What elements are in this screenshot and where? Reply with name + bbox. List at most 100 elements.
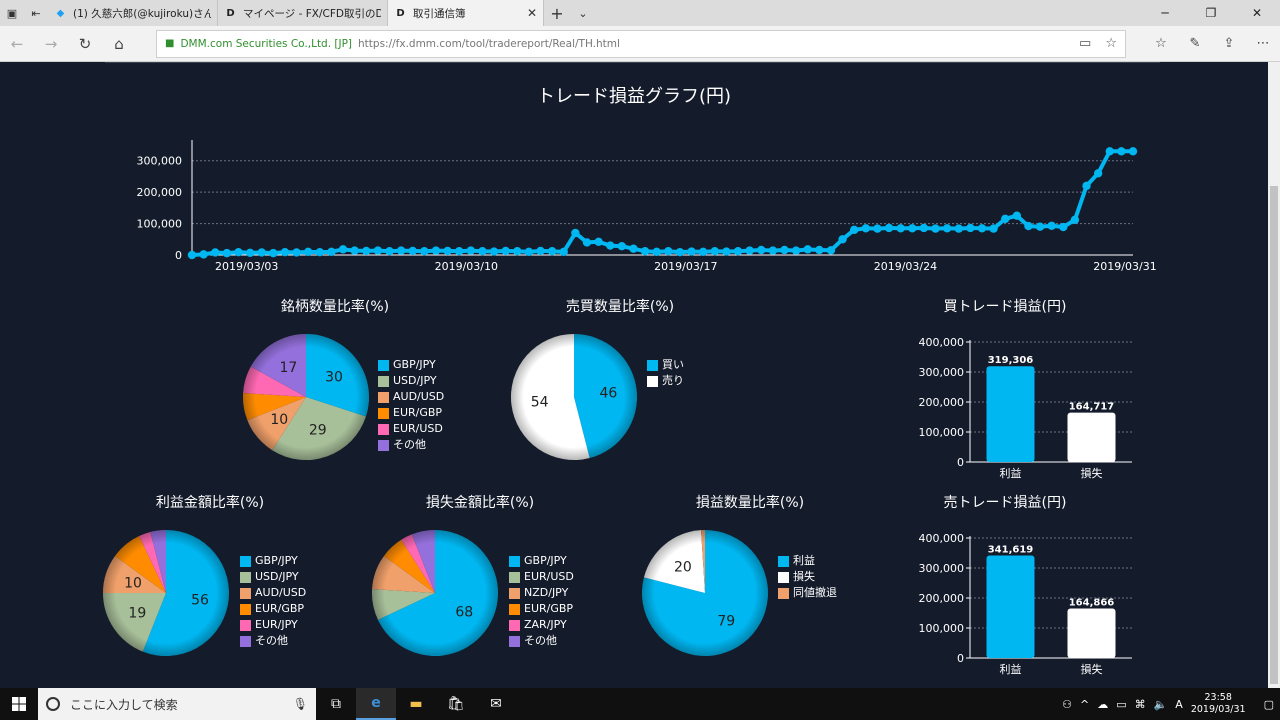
tab-mypage[interactable]: D マイページ - FX/CFD取引のDMM	[218, 0, 388, 26]
data-point	[1082, 181, 1091, 191]
data-point	[1047, 221, 1056, 230]
y-tick-label: 100,000	[919, 622, 965, 635]
taskbar-clock[interactable]: 23:58 2019/03/31	[1191, 692, 1246, 716]
tab-list-chevron-icon[interactable]: ⌄	[578, 6, 588, 20]
tab-title: 取引通信簿	[413, 7, 466, 20]
y-tick-label: 400,000	[919, 336, 965, 349]
search-placeholder: ここに入力して検索	[70, 697, 178, 712]
divider	[105, 62, 1160, 63]
data-point	[942, 224, 952, 233]
legend-item: NZD/JPY	[509, 585, 574, 601]
close-tab-icon[interactable]: ✕	[526, 6, 537, 20]
action-center-icon[interactable]: ▢	[1263, 697, 1274, 711]
y-tick-label: 200,000	[919, 592, 965, 605]
windows-start-icon[interactable]	[0, 688, 38, 720]
data-point	[664, 247, 673, 256]
data-point	[815, 245, 824, 255]
pie-chart-rieki: 561910	[103, 530, 230, 656]
tab-trade-report[interactable]: D 取引通信簿 ✕	[388, 0, 544, 26]
more-menu-icon[interactable]: ⋯	[1256, 36, 1270, 51]
data-point	[420, 247, 429, 256]
data-point	[1117, 147, 1126, 156]
x-tick-label: 2019/03/24	[874, 260, 937, 273]
pie-title-sonshitsu: 損失金額比率(%)	[425, 495, 535, 511]
pie-shading	[372, 530, 498, 656]
ime-mode-icon[interactable]: A	[1175, 697, 1183, 711]
y-tick-label: 400,000	[919, 532, 965, 545]
onedrive-cloud-icon[interactable]: ☁	[1097, 697, 1109, 711]
data-point	[431, 246, 441, 255]
x-tick-label: 2019/03/31	[1093, 260, 1156, 273]
legend-soneki: 利益 損失 同値撤退	[778, 553, 837, 601]
tab-twitter[interactable]: ◆ (1) 久慈六郎(@kujiroku)さん	[48, 0, 218, 26]
pie-title-rieki: 利益金額比率(%)	[155, 495, 265, 511]
data-point	[884, 223, 894, 233]
data-point	[768, 246, 778, 255]
page-scrollbar[interactable]	[1268, 62, 1280, 688]
tabs-aside-icon[interactable]: ▣	[6, 6, 18, 20]
legend-meigara: GBP/JPY USD/JPY AUD/USD EUR/GBP EUR/USD …	[378, 357, 444, 453]
y-tick-label: 200,000	[919, 396, 965, 409]
pie-title-meigara: 銘柄数量比率(%)	[280, 299, 390, 315]
clock-time: 23:58	[1204, 692, 1232, 703]
data-point	[362, 246, 371, 256]
url-field[interactable]: ■ DMM.com Securities Co.,Ltd. [JP] https…	[156, 29, 1126, 58]
data-point	[803, 245, 812, 254]
new-tab-icon[interactable]: +	[550, 3, 564, 23]
task-view-icon[interactable]: ⧉	[331, 696, 341, 712]
volume-icon[interactable]: 🔈	[1153, 697, 1168, 711]
back-icon[interactable]: ←	[10, 34, 24, 53]
taskbar-search-field[interactable]: ここに入力して検索 🎙	[38, 688, 316, 720]
bar-chart-buy: 0 100,000 200,000 300,000 400,000 319,306 利益 16…	[919, 336, 1132, 480]
legend-item: USD/JPY	[378, 373, 444, 389]
battery-icon[interactable]: ▭	[1116, 697, 1127, 711]
minimize-icon[interactable]: ─	[1161, 6, 1169, 20]
category-label: 損失	[1081, 662, 1103, 676]
restore-icon[interactable]: ❐	[1205, 6, 1217, 20]
bar	[1067, 608, 1116, 658]
x-tick-label: 2019/03/03	[215, 260, 278, 273]
favorites-hub-icon[interactable]: ☆	[1155, 36, 1167, 51]
category-label: 利益	[1000, 466, 1022, 480]
legend-item: その他	[378, 437, 444, 453]
data-point	[234, 247, 243, 257]
bar-value-label: 164,717	[1069, 402, 1115, 413]
window-close-icon[interactable]: ✕	[1251, 6, 1263, 20]
network-icon[interactable]: ⌘	[1134, 697, 1146, 711]
refresh-icon[interactable]: ↻	[78, 34, 92, 53]
store-icon[interactable]: 🛍	[447, 696, 465, 712]
series-line	[191, 149, 1133, 257]
category-label: 利益	[1000, 662, 1022, 676]
show-hidden-icons-chevron-icon[interactable]: ^	[1079, 697, 1090, 711]
scrollbar-thumb[interactable]	[1270, 186, 1278, 684]
pen-notes-icon[interactable]: ✎	[1189, 36, 1201, 51]
show-tabs-icon[interactable]: ⇤	[31, 6, 41, 20]
reading-view-icon[interactable]: ▭	[1079, 36, 1092, 51]
data-point	[1012, 211, 1022, 220]
line-chart-title: トレード損益グラフ(円)	[536, 86, 732, 107]
data-point	[373, 246, 383, 255]
mail-icon[interactable]: ✉	[490, 696, 502, 712]
bar-title-buy: 買トレード損益(円)	[943, 299, 1067, 315]
file-explorer-icon[interactable]: ▬	[409, 696, 423, 712]
data-point	[640, 247, 650, 256]
people-icon[interactable]: ⚇	[1062, 697, 1072, 711]
data-point	[187, 250, 197, 260]
x-tick-label: 2019/03/17	[654, 260, 717, 273]
pie-shading	[511, 334, 637, 460]
data-point	[977, 224, 987, 233]
forward-icon[interactable]: →	[44, 34, 58, 53]
legend-rieki: GBP/JPY USD/JPY AUD/USD EUR/GBP EUR/JPY …	[240, 553, 306, 649]
data-point	[222, 248, 232, 258]
data-point	[954, 224, 963, 233]
microphone-icon[interactable]: 🎙	[292, 697, 308, 711]
dmm-icon: D	[396, 7, 405, 19]
edge-browser-icon[interactable]: e	[356, 688, 396, 720]
dmm-icon: D	[226, 7, 235, 19]
share-icon[interactable]: ⇪	[1223, 36, 1235, 51]
pie-shading	[103, 530, 229, 656]
data-point	[710, 247, 719, 256]
favorite-star-icon[interactable]: ☆	[1105, 36, 1117, 51]
legend-item: USD/JPY	[240, 569, 306, 585]
home-icon[interactable]: ⌂	[114, 34, 124, 53]
